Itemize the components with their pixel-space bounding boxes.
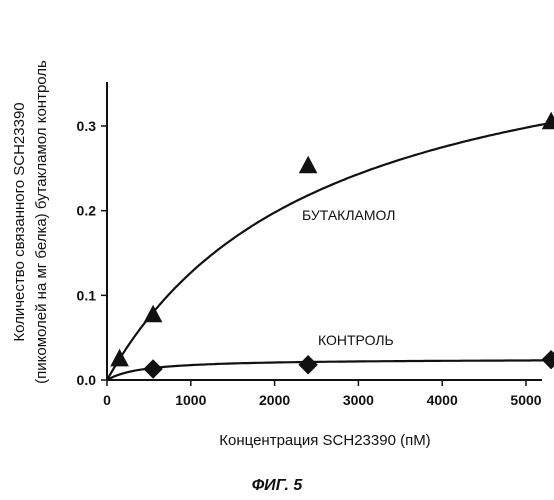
y-tick-label: 0.1 bbox=[77, 287, 97, 303]
series-label-butaclamol: БУТАКЛАМОЛ bbox=[302, 207, 395, 223]
x-tick-label: 5000 bbox=[510, 392, 541, 408]
diamond-marker bbox=[299, 356, 317, 374]
series-label-control: КОНТРОЛЬ bbox=[318, 332, 394, 348]
diamond-marker bbox=[542, 351, 554, 369]
y-axis-label-units: (пикомолей на мг белка) бутакламол контр… bbox=[33, 60, 50, 384]
y-tick-label: 0.2 bbox=[77, 203, 97, 219]
x-tick-label: 2000 bbox=[259, 392, 290, 408]
y-tick-label: 0.3 bbox=[77, 118, 97, 134]
x-tick-label: 3000 bbox=[343, 392, 374, 408]
y-axis-label: Количество связанного SCH23390 bbox=[11, 102, 28, 341]
x-tick-label: 0 bbox=[103, 392, 111, 408]
diamond-marker bbox=[144, 360, 162, 378]
x-ticks: 0 1000 2000 3000 4000 5000 bbox=[103, 380, 542, 408]
triangle-marker bbox=[145, 306, 162, 322]
x-tick-label: 1000 bbox=[175, 392, 206, 408]
y-ticks: 0.0 0.1 0.2 0.3 bbox=[77, 118, 107, 388]
triangle-marker bbox=[300, 157, 317, 173]
figure-label: ФИГ. 5 bbox=[252, 477, 304, 494]
triangle-marker bbox=[543, 113, 554, 129]
x-tick-label: 4000 bbox=[427, 392, 458, 408]
triangle-marker bbox=[111, 350, 128, 366]
y-tick-label: 0.0 bbox=[77, 372, 97, 388]
x-axis-label: Концентрация SCH23390 (пМ) bbox=[219, 432, 430, 449]
fit-curve bbox=[107, 360, 550, 380]
